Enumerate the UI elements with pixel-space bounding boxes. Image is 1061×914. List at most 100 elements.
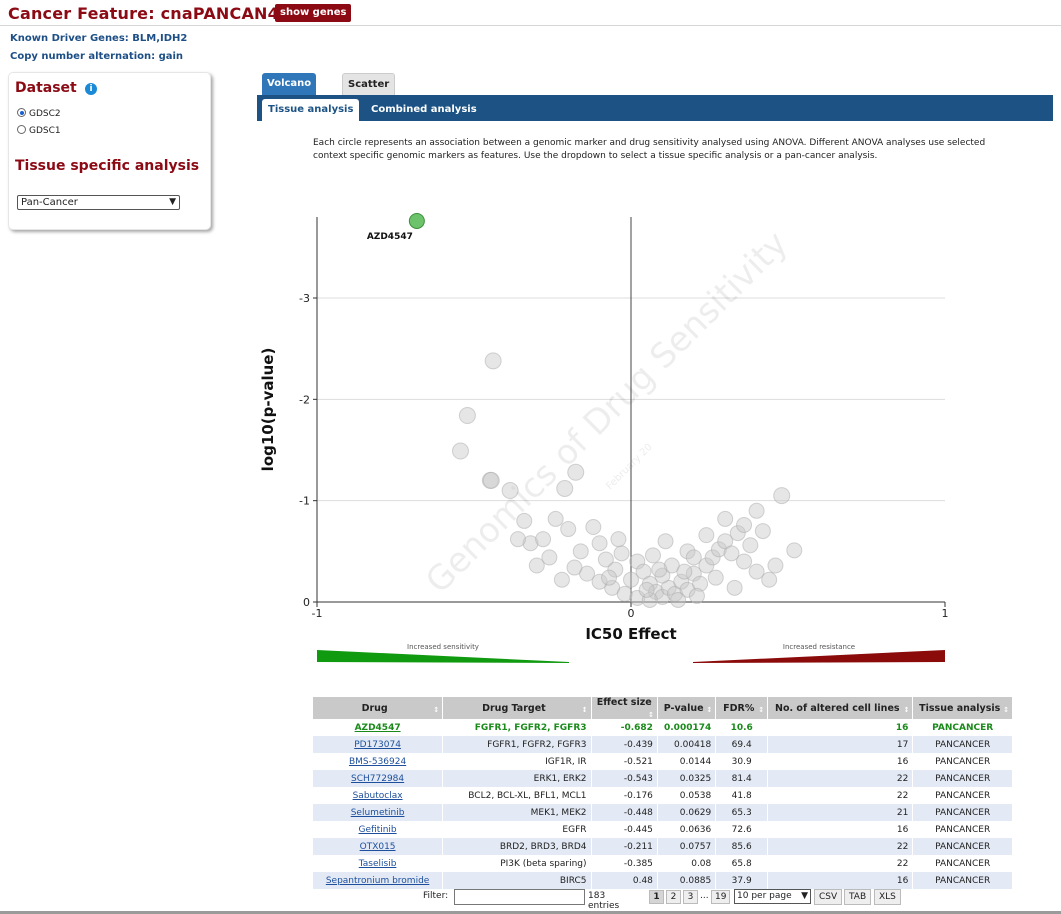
data-point[interactable]: [591, 535, 608, 552]
tab-scatter-plots[interactable]: Scatter plots: [342, 73, 396, 112]
sort-icon[interactable]: ↕: [758, 705, 765, 714]
data-point[interactable]: [567, 463, 585, 481]
sort-icon[interactable]: ↕: [1003, 705, 1009, 714]
data-point[interactable]: [685, 565, 702, 582]
data-point[interactable]: [616, 585, 633, 602]
data-point[interactable]: [723, 545, 740, 562]
data-point[interactable]: [748, 563, 765, 580]
drug-link[interactable]: Sepantronium bromide: [325, 875, 430, 886]
col-fdr-header[interactable]: FDR% ↕: [715, 697, 769, 719]
drug-link[interactable]: Sabutoclax: [352, 790, 403, 801]
data-point[interactable]: [482, 471, 500, 489]
drug-link[interactable]: Selumetinib: [350, 807, 405, 818]
info-icon[interactable]: i: [85, 83, 97, 95]
tab-combined-analysis[interactable]: Combined analysis: [371, 104, 477, 115]
data-point[interactable]: [685, 549, 702, 566]
data-point[interactable]: [676, 563, 693, 580]
dataset-option-gdsc1[interactable]: GDSC1: [17, 125, 61, 136]
data-point[interactable]: [736, 553, 753, 570]
data-point[interactable]: [644, 547, 661, 564]
data-point[interactable]: [591, 573, 608, 590]
drug-link[interactable]: AZD4547: [354, 722, 401, 733]
data-point[interactable]: [516, 512, 533, 529]
radio-unchecked-icon[interactable]: [17, 125, 26, 134]
data-point[interactable]: [458, 407, 476, 425]
data-point[interactable]: [613, 545, 630, 562]
page-19-button[interactable]: 19: [711, 890, 731, 904]
data-point[interactable]: [767, 557, 784, 574]
data-point[interactable]: [641, 591, 658, 608]
drug-link[interactable]: OTX015: [359, 841, 396, 852]
sort-icon[interactable]: ↕: [706, 705, 713, 714]
show-genes-button[interactable]: show genes: [275, 4, 352, 22]
filter-input[interactable]: [454, 889, 585, 905]
data-point[interactable]: [556, 480, 574, 498]
page-3-button[interactable]: 3: [683, 890, 698, 904]
data-point[interactable]: [692, 575, 709, 592]
data-point[interactable]: [607, 561, 624, 578]
data-point[interactable]: [629, 553, 646, 570]
data-point[interactable]: [704, 549, 721, 566]
data-point[interactable]: [547, 510, 564, 527]
col-effect-size-header[interactable]: Effect size ↕: [591, 697, 658, 719]
data-point[interactable]: [566, 559, 583, 576]
data-point[interactable]: [710, 541, 727, 558]
data-point[interactable]: [698, 557, 715, 574]
col-tissue-analysis-header[interactable]: Tissue analysis ↕: [912, 697, 1013, 719]
data-point[interactable]: [742, 537, 759, 554]
tissue-select[interactable]: Pan-Cancer ▼: [17, 195, 180, 210]
drug-link[interactable]: Taselisib: [358, 858, 397, 869]
export-tab-button[interactable]: TAB: [844, 889, 872, 905]
data-point[interactable]: [553, 571, 570, 588]
data-point[interactable]: [670, 591, 687, 608]
export-xls-button[interactable]: XLS: [874, 889, 901, 905]
sort-icon[interactable]: ↕: [648, 711, 654, 719]
page-1-button[interactable]: 1: [649, 890, 664, 904]
data-point[interactable]: [501, 482, 519, 500]
tab-tissue-analysis[interactable]: Tissue analysis: [262, 99, 360, 121]
data-point[interactable]: [638, 581, 655, 598]
data-point[interactable]: [541, 549, 558, 566]
data-point[interactable]: [673, 573, 690, 590]
col-p-value-header[interactable]: P-value ↕: [657, 697, 717, 719]
data-point[interactable]: [773, 487, 791, 505]
data-point[interactable]: [657, 533, 674, 550]
data-point[interactable]: [623, 571, 639, 588]
per-page-select[interactable]: 10 per page ▼: [734, 889, 811, 904]
data-point[interactable]: [698, 527, 715, 544]
data-point[interactable]: [585, 519, 602, 536]
export-csv-button[interactable]: CSV: [814, 889, 843, 905]
data-point[interactable]: [509, 531, 526, 548]
data-point[interactable]: [748, 502, 765, 519]
tab-volcano-plot[interactable]: Volcano Plot: [262, 73, 317, 111]
col-drug-target-header[interactable]: Drug Target ↕: [442, 697, 592, 719]
data-point[interactable]: [648, 583, 665, 600]
data-point[interactable]: [528, 557, 545, 574]
sort-icon[interactable]: ↕: [433, 705, 440, 714]
data-point[interactable]: [522, 535, 539, 552]
data-point[interactable]: [597, 551, 614, 568]
data-point[interactable]: [726, 579, 743, 596]
data-point[interactable]: [484, 352, 502, 370]
data-point[interactable]: [651, 561, 668, 578]
data-point[interactable]: [786, 542, 803, 559]
radio-checked-icon[interactable]: [17, 108, 26, 117]
data-point[interactable]: [572, 543, 589, 560]
data-point[interactable]: [451, 442, 469, 460]
data-point[interactable]: [688, 587, 705, 604]
data-point[interactable]: [535, 531, 552, 548]
col-drug-header[interactable]: Drug ↕: [313, 697, 444, 719]
data-point[interactable]: [601, 569, 618, 586]
data-point[interactable]: [610, 531, 627, 548]
data-point[interactable]: [754, 523, 771, 540]
data-point[interactable]: [560, 521, 577, 538]
data-point[interactable]: [679, 543, 696, 560]
sort-icon[interactable]: ↕: [903, 705, 910, 714]
data-point[interactable]: [761, 571, 778, 588]
data-point[interactable]: [717, 510, 734, 527]
drug-link[interactable]: PD173074: [354, 739, 401, 750]
drug-link[interactable]: Gefitinib: [358, 824, 397, 835]
dataset-option-gdsc2[interactable]: GDSC2: [17, 108, 61, 119]
page-2-button[interactable]: 2: [666, 890, 681, 904]
col-altered-cell-lines-header[interactable]: No. of altered cell lines ↕: [767, 697, 914, 719]
